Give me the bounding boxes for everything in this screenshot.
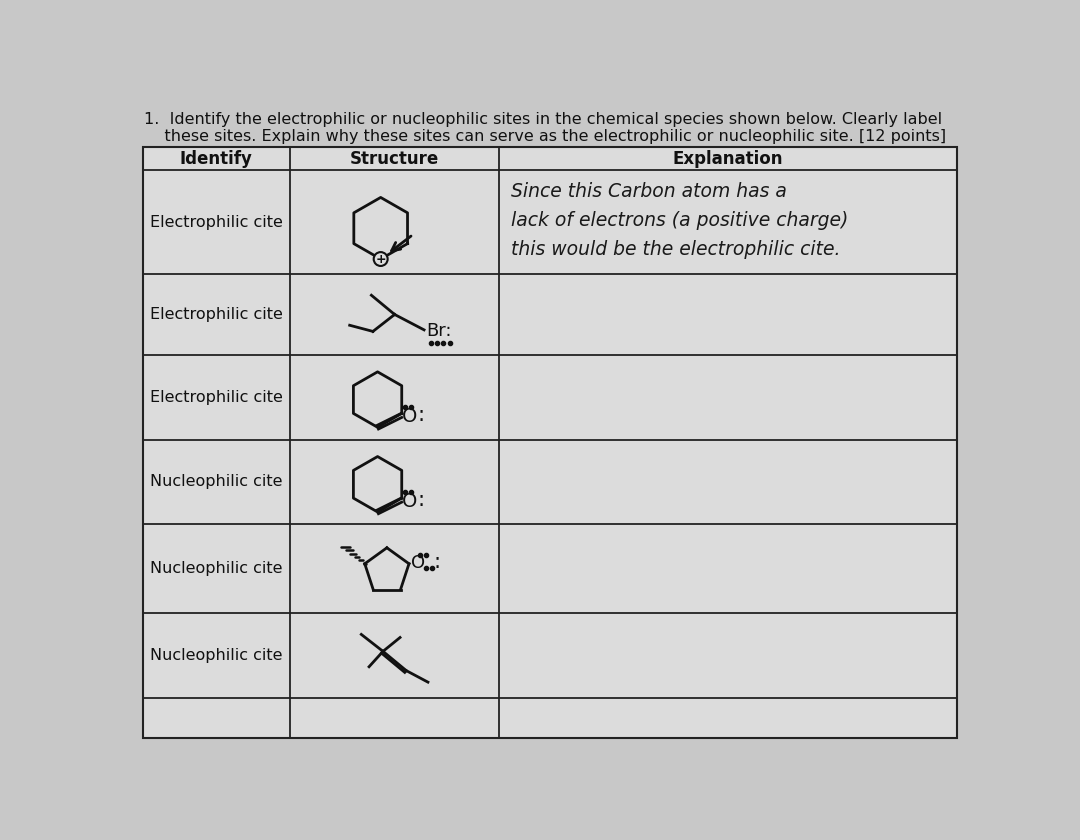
Text: O: O [402,491,417,511]
Text: Structure: Structure [350,150,440,167]
Text: Br:: Br: [427,323,451,340]
Text: this would be the electrophilic cite.: this would be the electrophilic cite. [511,240,840,260]
Text: :: : [418,490,424,510]
Text: Nucleophilic cite: Nucleophilic cite [150,475,283,490]
Circle shape [374,252,388,266]
Text: these sites. Explain why these sites can serve as the electrophilic or nucleophi: these sites. Explain why these sites can… [145,129,946,144]
Text: Identify: Identify [180,150,253,167]
Text: 1.  Identify the electrophilic or nucleophilic sites in the chemical species sho: 1. Identify the electrophilic or nucleop… [145,112,943,127]
Text: lack of electrons (a positive charge): lack of electrons (a positive charge) [511,211,848,230]
Text: Explanation: Explanation [673,150,783,167]
Text: Electrophilic cite: Electrophilic cite [150,307,283,322]
Text: Electrophilic cite: Electrophilic cite [150,214,283,229]
Text: :: : [434,552,441,572]
Text: O: O [402,407,417,426]
Text: Nucleophilic cite: Nucleophilic cite [150,561,283,576]
Text: Since this Carbon atom has a: Since this Carbon atom has a [511,181,786,201]
Text: Electrophilic cite: Electrophilic cite [150,390,283,405]
Text: O: O [411,554,426,572]
Text: :: : [418,405,424,425]
Text: +: + [376,253,386,265]
Text: Nucleophilic cite: Nucleophilic cite [150,648,283,663]
